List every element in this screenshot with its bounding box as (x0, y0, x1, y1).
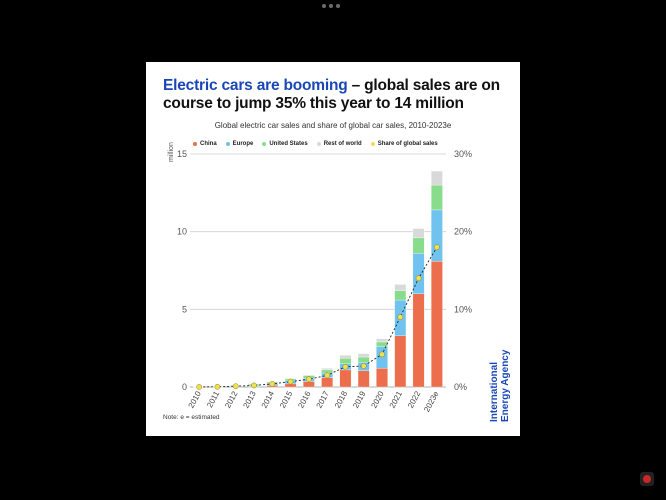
chart-note: Note: e = estimated (163, 414, 220, 421)
legend-item-row: Rest of world (316, 141, 362, 147)
x-tick-label: 2021 (388, 389, 405, 409)
x-tick-label: 2011 (205, 389, 221, 409)
share-point (251, 382, 257, 389)
bar-united-states (376, 341, 388, 347)
legend-swatch-china (193, 142, 197, 146)
bar-rest-of-world (321, 368, 333, 371)
legend-label: Share of global sales (377, 141, 438, 147)
x-tick-label: 2014 (260, 389, 277, 409)
chart-plot: 0 0%5 10%10 20%15 30%2010 2011 2012 2013 2014 201… (177, 149, 472, 414)
share-point (324, 372, 330, 379)
legend-item-china: China (193, 141, 217, 147)
legend-swatch-share (370, 142, 375, 146)
bar-united-states (339, 358, 352, 364)
share-point (196, 384, 202, 390)
bar-rest-of-world (303, 374, 315, 376)
y2-tick-label: 0% (454, 382, 467, 392)
bar-united-states (431, 184, 443, 211)
share-point (214, 383, 221, 390)
y-tick-label: 5 (182, 304, 187, 314)
bar-rest-of-world (394, 284, 407, 291)
bar-china (394, 335, 407, 388)
x-tick-label: 2016 (296, 389, 313, 409)
watermark-logo (640, 472, 654, 486)
share-point (397, 314, 404, 320)
bar-china (412, 293, 425, 388)
share-point (360, 363, 367, 369)
chart-headline: Electric cars are booming – global sales… (163, 77, 508, 112)
legend-label: China (200, 141, 217, 147)
logo-icon (643, 475, 651, 483)
bar-united-states (394, 290, 407, 301)
y2-tick-label: 30% (454, 149, 472, 159)
legend-swatch-us (262, 142, 267, 146)
x-tick-label: 2010 (187, 389, 204, 409)
x-tick-label: 2015 (278, 389, 295, 409)
bar-rest-of-world (431, 170, 443, 186)
bar-china (339, 369, 352, 388)
share-point (287, 378, 294, 385)
legend-label: Rest of world (323, 141, 362, 147)
source-line-1: International (489, 361, 500, 422)
x-tick-label: 2012 (223, 389, 240, 409)
y-tick-label: 10 (177, 227, 187, 237)
share-point (306, 376, 312, 383)
x-tick-label: 2019 (351, 389, 368, 409)
share-point (269, 381, 276, 387)
share-point (434, 244, 440, 251)
share-point (232, 383, 239, 390)
dot-icon (322, 4, 326, 8)
bar-united-states (412, 237, 425, 254)
source-line-2: Energy Agency (500, 349, 511, 422)
legend-label: United States (269, 141, 308, 147)
headline-highlight: Electric cars are booming (163, 77, 348, 94)
bar-europe (431, 209, 443, 262)
source-label: International Energy Agency (489, 350, 511, 422)
x-tick-label: 2018 (333, 389, 350, 409)
x-tick-label: 2022 (406, 389, 423, 409)
bar-europe (376, 346, 388, 369)
x-tick-label: 2020 (369, 389, 386, 409)
bar-china (303, 381, 315, 388)
chart-card: Electric cars are booming – global sales… (146, 62, 520, 436)
legend-swatch-europe (225, 142, 230, 146)
x-tick-label: 2017 (315, 389, 332, 409)
bar-rest-of-world (339, 355, 352, 359)
dot-icon (329, 4, 333, 8)
legend-item-europe: Europe (225, 141, 254, 147)
chart-title: Global electric car sales and share of g… (214, 121, 452, 130)
legend-item-us: United States (262, 141, 308, 147)
headline-rest: – global sales are on course to jump 35%… (163, 77, 500, 112)
share-point (379, 351, 385, 358)
bar-china (376, 368, 388, 388)
window-controls[interactable] (322, 4, 340, 8)
legend: China Europe United States Rest of world… (193, 141, 438, 147)
legend-item-share: Share of global sales (370, 141, 438, 147)
y2-tick-label: 10% (454, 304, 472, 314)
y-tick-label: 0 (182, 382, 187, 392)
legend-label: Europe (232, 141, 254, 147)
legend-swatch-row (316, 142, 321, 146)
bar-china (357, 370, 370, 388)
bar-china (431, 261, 443, 388)
bar-rest-of-world (357, 353, 370, 358)
bar-united-states (357, 356, 370, 363)
share-point (342, 363, 349, 370)
y2-tick-label: 20% (454, 227, 472, 237)
y-tick-label: 15 (177, 149, 187, 159)
bar-europe (412, 253, 425, 294)
bar-rest-of-world (412, 228, 425, 239)
x-tick-label: 2023e (422, 389, 441, 413)
dot-icon (336, 4, 340, 8)
x-tick-label: 2013 (241, 389, 258, 409)
bar-china (321, 377, 333, 388)
bar-rest-of-world (376, 338, 388, 343)
share-point (415, 275, 422, 282)
